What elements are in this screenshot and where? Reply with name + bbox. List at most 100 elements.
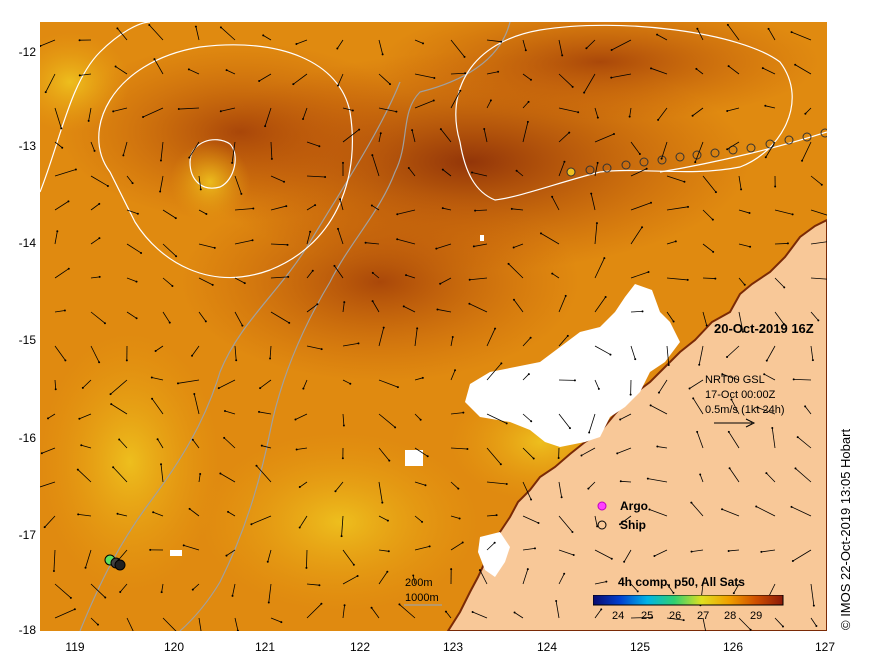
current-vector: [90, 237, 100, 245]
current-vector-head: [566, 334, 569, 337]
current-vector-head: [47, 417, 50, 420]
current-vector-head: [235, 359, 238, 362]
current-vector: [666, 175, 685, 183]
colorbar-tick: 27: [697, 610, 710, 622]
current-vector: [514, 612, 524, 619]
current-vector: [177, 379, 200, 384]
current-vector-head: [191, 438, 194, 441]
current-vector: [198, 175, 202, 190]
current-vector: [522, 515, 539, 524]
current-vector: [629, 107, 632, 117]
current-vector-head: [336, 84, 339, 87]
current-vector-head: [585, 47, 588, 50]
current-vector-head: [433, 76, 436, 79]
current-vector: [371, 607, 380, 619]
current-vector-head: [298, 486, 301, 489]
current-vector-head: [176, 382, 179, 385]
current-vector: [251, 515, 272, 525]
current-vector-head: [191, 588, 194, 591]
cool-patch: [40, 332, 220, 592]
current-vector-head: [648, 508, 651, 511]
current-vector: [630, 202, 652, 211]
current-vector: [692, 398, 704, 415]
cool-patch: [200, 432, 480, 612]
current-vector: [583, 73, 596, 93]
current-vector-head: [619, 480, 622, 483]
current-vector-head: [67, 267, 70, 270]
current-vector-head: [463, 55, 466, 58]
current-vector: [594, 296, 606, 313]
colorbar: [593, 595, 784, 606]
current-vector: [270, 243, 288, 246]
current-vector-head: [93, 149, 96, 152]
current-vector: [650, 67, 668, 75]
current-vector: [774, 617, 784, 627]
current-vector-head: [765, 472, 768, 475]
current-vector-head: [588, 431, 591, 434]
current-vector: [450, 515, 460, 519]
current-vector: [689, 379, 704, 389]
current-vector: [193, 393, 200, 415]
current-vector: [231, 141, 236, 163]
current-vector: [302, 379, 308, 389]
current-vector: [588, 481, 596, 489]
current-vector: [442, 207, 452, 211]
warm-patch: [60, 42, 420, 222]
current-vector-head: [466, 447, 469, 450]
current-vector: [159, 175, 164, 192]
current-vector: [378, 73, 391, 85]
current-vector-head: [495, 514, 498, 517]
y-tick-label: -13: [18, 139, 36, 153]
current-vector-head: [309, 230, 312, 233]
current-vector-head: [653, 554, 656, 557]
current-vector-head: [60, 127, 63, 130]
current-vector: [810, 175, 823, 186]
current-vector-head: [106, 184, 109, 187]
current-vector: [797, 436, 812, 449]
current-vector-head: [791, 560, 794, 563]
current-vector-head: [765, 359, 768, 362]
current-vector: [439, 277, 452, 285]
ship-track: [566, 128, 827, 177]
current-vector: [727, 141, 740, 150]
current-vector: [738, 175, 742, 190]
current-vector-head: [694, 161, 697, 164]
current-vector-head: [402, 305, 405, 308]
current-vector-head: [250, 523, 253, 526]
current-vector: [810, 209, 827, 216]
current-vector: [54, 608, 76, 619]
current-vector: [341, 515, 344, 537]
current-vector: [268, 583, 272, 603]
current-vector-head: [199, 473, 202, 476]
current-vector-head: [533, 547, 536, 550]
current-vector-head: [820, 183, 823, 186]
current-vector: [551, 196, 560, 211]
colorbar-tick: 25: [641, 610, 654, 622]
current-vector: [408, 167, 416, 177]
current-vector: [223, 437, 236, 449]
current-vector-head: [356, 574, 359, 577]
current-vector: [293, 73, 308, 85]
x-tick-label: 119: [65, 640, 85, 654]
current-vector: [594, 609, 602, 619]
current-vector-head: [560, 496, 563, 499]
current-vector-head: [199, 188, 202, 191]
current-vector-head: [264, 125, 267, 128]
current-vector: [472, 611, 488, 619]
current-vector-head: [760, 550, 763, 553]
current-vector-head: [462, 411, 465, 414]
current-vector-head: [370, 606, 373, 609]
current-vector-head: [616, 452, 619, 455]
current-vector-head: [258, 410, 261, 413]
current-vector-head: [386, 519, 389, 522]
current-vector: [220, 27, 236, 41]
current-vector: [162, 243, 177, 257]
current-vector: [450, 412, 464, 415]
current-vector: [522, 413, 532, 422]
current-vector: [486, 413, 507, 424]
current-vector: [540, 233, 560, 245]
current-vector: [258, 73, 272, 82]
current-vector: [342, 302, 345, 313]
current-vector: [195, 26, 200, 41]
current-vector: [611, 73, 632, 79]
